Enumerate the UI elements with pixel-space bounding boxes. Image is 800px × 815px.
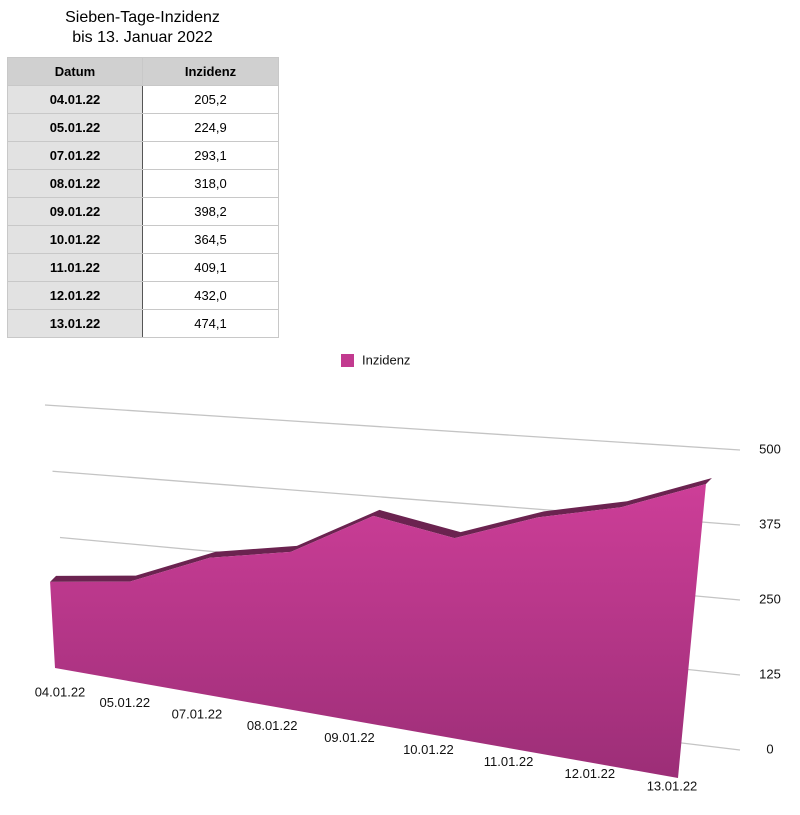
x-tick-label: 10.01.22 [403, 742, 454, 757]
table-row: 10.01.22 364,5 [7, 225, 279, 254]
table-row: 12.01.22 432,0 [7, 281, 279, 310]
y-tick-label: 375 [759, 516, 781, 531]
x-tick-label: 08.01.22 [247, 718, 298, 733]
data-table: Datum Inzidenz 04.01.22 205,2 05.01.22 224,9… [7, 57, 279, 338]
date-cell: 10.01.22 [7, 225, 143, 254]
area-top-edge [50, 478, 712, 582]
table-row: 04.01.22 205,2 [7, 85, 279, 114]
x-tick-label: 13.01.22 [647, 778, 698, 793]
x-tick-label: 11.01.22 [484, 754, 534, 769]
x-tick-label: 05.01.22 [99, 695, 150, 710]
value-cell: 318,0 [142, 169, 279, 198]
column-header: Datum [7, 57, 143, 86]
table-row: 13.01.22 474,1 [7, 309, 279, 338]
y-tick-label: 250 [759, 591, 781, 606]
y-tick-label: 125 [759, 666, 781, 681]
table-row: 07.01.22 293,1 [7, 141, 279, 170]
x-tick-label: 12.01.22 [565, 766, 616, 781]
date-cell: 07.01.22 [7, 141, 143, 170]
value-cell: 224,9 [142, 113, 279, 142]
y-tick-label: 0 [766, 741, 773, 756]
title-block: Sieben-Tage-Inzidenz bis 13. Januar 2022 [0, 8, 285, 48]
table-row: 05.01.22 224,9 [7, 113, 279, 142]
value-cell: 474,1 [142, 309, 279, 338]
value-cell: 432,0 [142, 281, 279, 310]
subtitle: bis 13. Januar 2022 [72, 29, 213, 46]
date-cell: 09.01.22 [7, 197, 143, 226]
table-row: 09.01.22 398,2 [7, 197, 279, 226]
value-cell: 398,2 [142, 197, 279, 226]
legend-swatch [341, 354, 354, 367]
date-cell: 12.01.22 [7, 281, 143, 310]
value-cell: 205,2 [142, 85, 279, 114]
x-tick-label: 09.01.22 [324, 730, 375, 745]
value-cell: 364,5 [142, 225, 279, 254]
date-cell: 11.01.22 [7, 253, 143, 282]
grid-line [44, 404, 741, 451]
y-tick-label: 500 [759, 441, 781, 456]
table-row: 11.01.22 409,1 [7, 253, 279, 282]
date-cell: 05.01.22 [7, 113, 143, 142]
column-header: Inzidenz [142, 57, 279, 86]
x-tick-label: 04.01.22 [35, 684, 86, 699]
x-tick-label: 07.01.22 [172, 706, 223, 721]
date-cell: 13.01.22 [7, 309, 143, 338]
area [50, 484, 706, 778]
legend-label: Inzidenz [362, 352, 410, 367]
title: Sieben-Tage-Inzidenz [65, 9, 220, 26]
header-row: Datum Inzidenz [7, 57, 279, 86]
date-cell: 04.01.22 [7, 85, 143, 114]
